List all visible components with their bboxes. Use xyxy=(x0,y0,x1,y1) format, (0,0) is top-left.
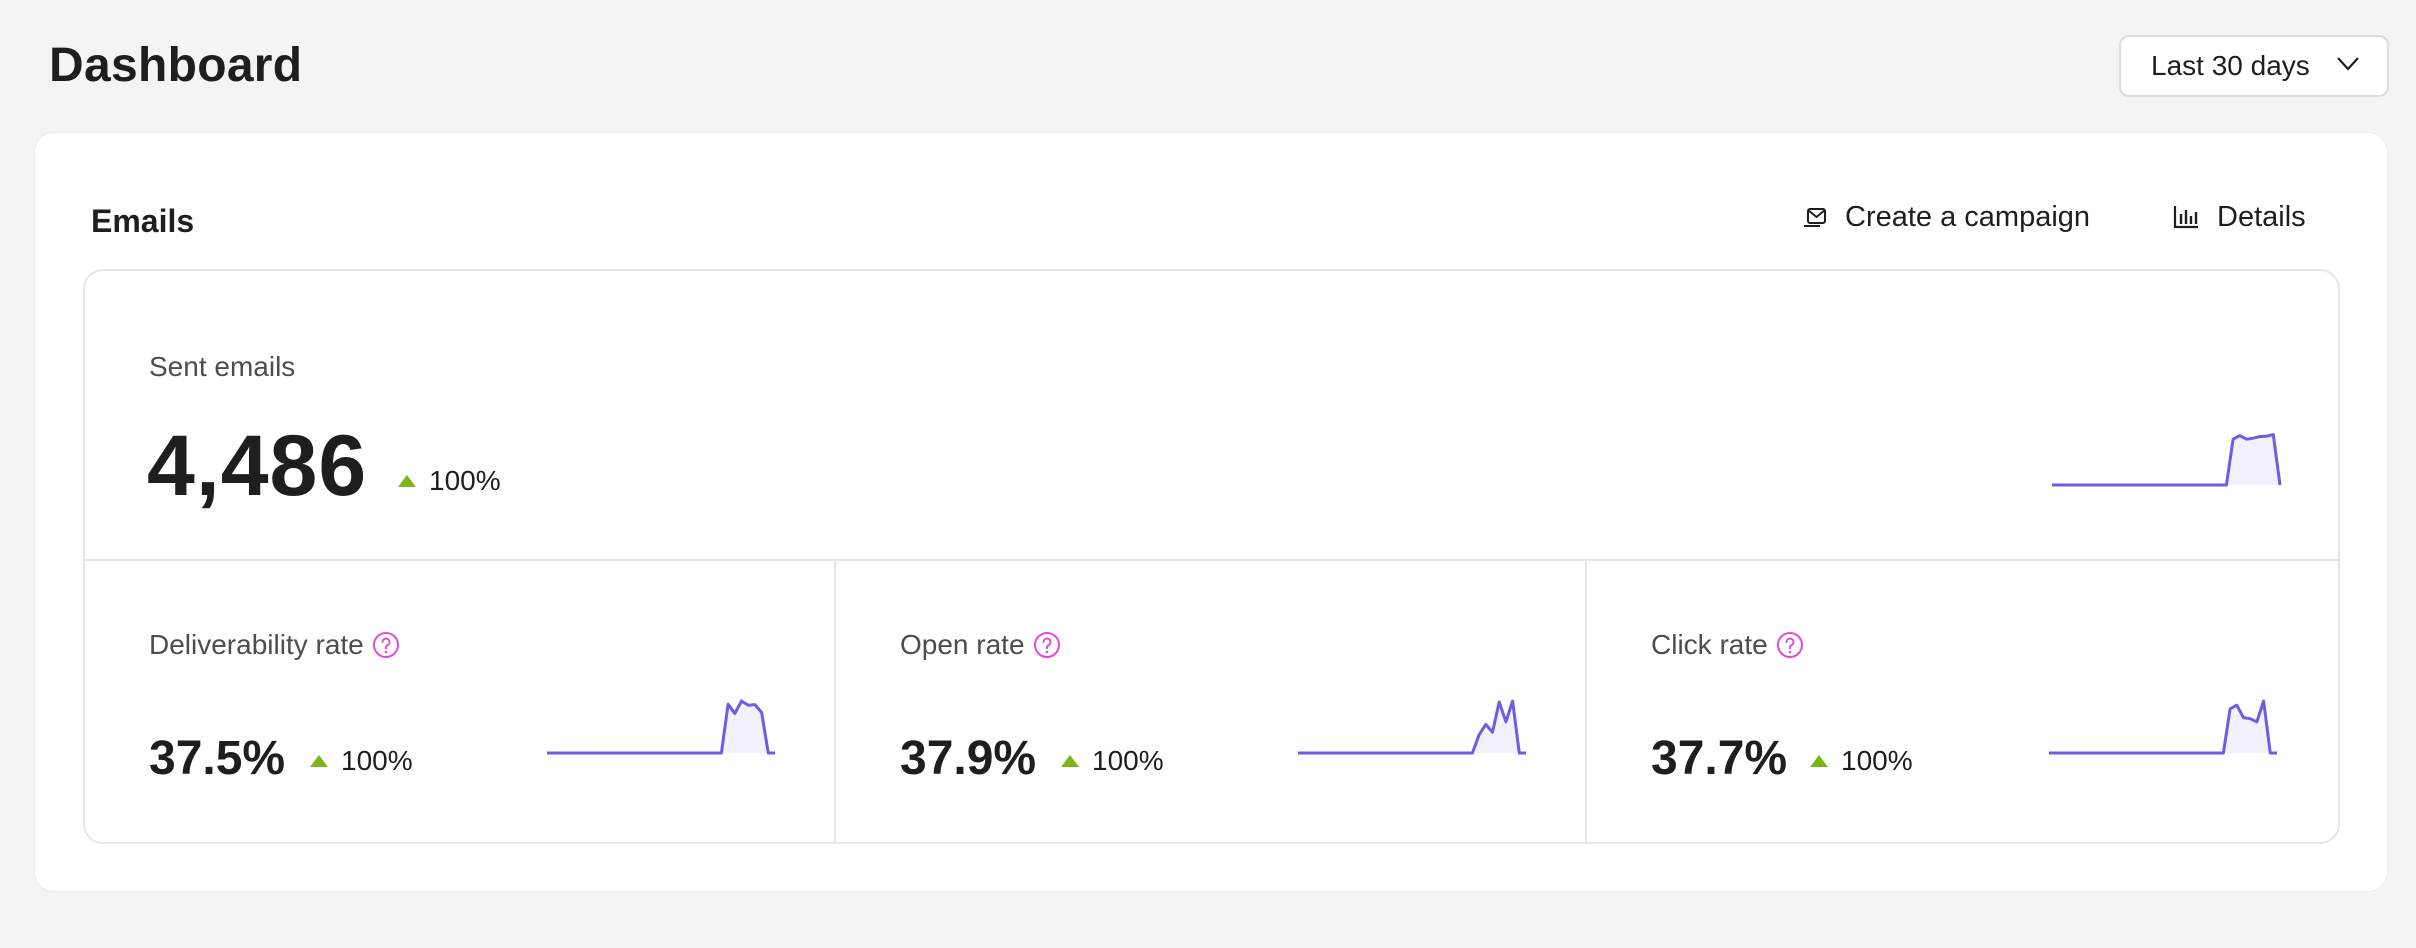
trend-value: 100% xyxy=(429,465,501,496)
trend-value: 100% xyxy=(1841,745,1913,776)
stat-value: 4,486 xyxy=(147,418,368,514)
stat-click-rate[interactable]: Click rate 37.7% 100% xyxy=(1587,561,2338,842)
sparkline-area xyxy=(2049,701,2277,753)
stat-label-text: Sent emails xyxy=(149,351,296,382)
emails-card-title: Emails xyxy=(91,203,195,239)
stat-label: Sent emails xyxy=(149,351,295,383)
sparkline-chart xyxy=(1298,699,1526,755)
sparkline-line xyxy=(2049,699,2277,755)
stat-deliverability-rate[interactable]: Deliverability rate 37.5% 100% xyxy=(85,561,836,842)
sparkline-area xyxy=(547,701,775,753)
stat-label-text: Open rate xyxy=(900,629,1025,660)
sparkline-area xyxy=(2052,434,2280,485)
stat-value: 37.5% xyxy=(149,732,286,785)
question-circle-icon[interactable] xyxy=(372,631,400,659)
sparkline-chart xyxy=(547,699,775,755)
create-campaign-label: Create a campaign xyxy=(1845,200,2091,233)
create-campaign-button[interactable]: Create a campaign xyxy=(1803,195,2090,239)
stat-open-rate[interactable]: Open rate 37.9% 100% xyxy=(836,561,1587,842)
envelope-send-icon xyxy=(1804,208,1826,227)
sparkline-chart xyxy=(2049,699,2277,755)
trend-indicator: 100% xyxy=(309,745,413,777)
triangle-up-icon xyxy=(310,755,328,767)
date-range-select[interactable]: Last 30 days xyxy=(2119,35,2389,97)
question-circle-icon[interactable] xyxy=(1033,631,1061,659)
trend-value: 100% xyxy=(341,745,413,776)
stat-value: 37.7% xyxy=(1651,732,1788,785)
page-title: Dashboard xyxy=(49,39,303,92)
stat-label-text: Deliverability rate xyxy=(149,629,364,660)
stat-value: 37.9% xyxy=(900,732,1037,785)
trend-indicator: 100% xyxy=(1060,745,1164,777)
stat-label: Open rate xyxy=(900,629,1061,661)
sparkline-chart xyxy=(2052,433,2282,487)
question-circle-icon[interactable] xyxy=(1776,631,1804,659)
triangle-up-icon xyxy=(1061,755,1079,767)
details-label: Details xyxy=(2217,200,2306,233)
bar-chart-icon xyxy=(2173,206,2198,229)
stat-label: Click rate xyxy=(1651,629,1804,661)
triangle-up-icon xyxy=(398,475,416,487)
stat-label-text: Click rate xyxy=(1651,629,1768,660)
trend-value: 100% xyxy=(1092,745,1164,776)
sparkline-line xyxy=(2052,433,2282,487)
stat-sent-emails[interactable]: Sent emails 4,486 100% xyxy=(85,271,2338,561)
sparkline-area xyxy=(1298,701,1526,753)
stats-grid: Sent emails 4,486 100% Deliverability ra… xyxy=(83,269,2340,844)
chevron-down-icon xyxy=(2337,57,2359,71)
sparkline-line xyxy=(1298,699,1526,755)
trend-indicator: 100% xyxy=(397,465,501,497)
emails-card: Emails Create a campaign Details Sent em… xyxy=(34,132,2388,892)
details-button[interactable]: Details xyxy=(2173,195,2306,239)
trend-indicator: 100% xyxy=(1809,745,1913,777)
stat-label: Deliverability rate xyxy=(149,629,400,661)
date-range-label: Last 30 days xyxy=(2151,50,2310,81)
triangle-up-icon xyxy=(1810,755,1828,767)
sparkline-line xyxy=(547,699,775,755)
